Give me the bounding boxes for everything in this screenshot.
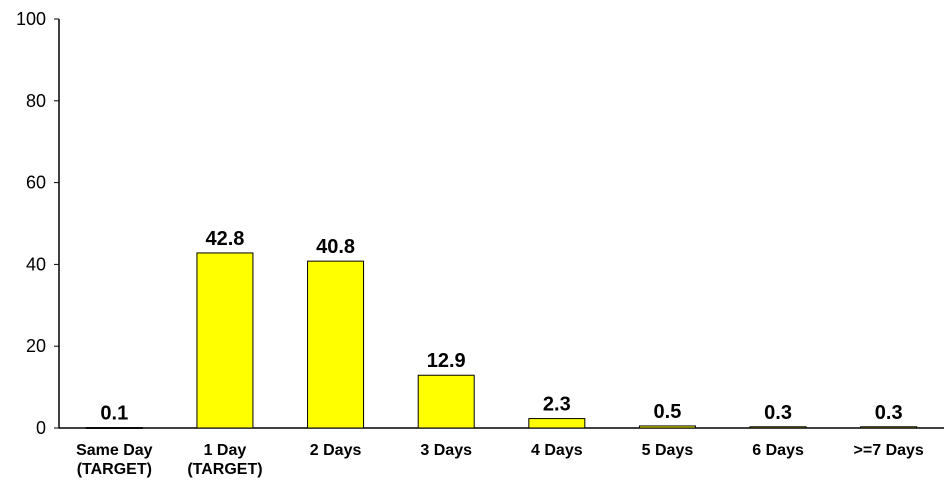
x-tick-label: Same Day (TARGET) <box>76 442 153 478</box>
x-tick-label: 2 Days <box>310 442 362 459</box>
bar <box>417 374 475 429</box>
bar <box>638 425 696 429</box>
y-tick-label: 0 <box>36 418 46 438</box>
x-tick-label: 3 Days <box>420 442 472 459</box>
bar <box>749 426 807 429</box>
y-tick-label: 60 <box>26 173 46 193</box>
x-axis-labels: Same Day (TARGET) 1 Day (TARGET) 2 Days 3 Day… <box>76 442 924 478</box>
y-tick-label: 20 <box>26 336 46 356</box>
y-tick-label: 40 <box>26 254 46 274</box>
bar <box>85 427 143 429</box>
x-tick-label: 4 Days <box>531 442 583 459</box>
data-label: 0.5 <box>654 401 682 423</box>
x-tick-label: 6 Days <box>752 442 804 459</box>
data-label: 12.9 <box>427 350 466 372</box>
bar <box>196 252 254 429</box>
data-label: 0.1 <box>100 403 128 425</box>
data-labels: 0.1 42.8 40.8 12.9 2.3 0.5 0.3 0.3 <box>100 228 902 425</box>
data-label: 0.3 <box>875 402 903 424</box>
data-label: 42.8 <box>205 228 244 250</box>
axes <box>58 19 944 429</box>
y-tick-label: 100 <box>16 9 46 29</box>
data-label: 2.3 <box>543 394 571 416</box>
y-tick-label: 80 <box>26 91 46 111</box>
x-tick-label: 5 Days <box>642 442 694 459</box>
x-tick-label: 1 Day (TARGET) <box>187 442 262 478</box>
y-axis-ticks: 0 20 40 60 80 100 <box>16 9 59 438</box>
bars <box>85 252 918 429</box>
data-label: 0.3 <box>764 402 792 424</box>
bar <box>860 426 918 429</box>
bar <box>307 260 365 429</box>
x-tick-label: >=7 Days <box>854 442 924 459</box>
data-label: 40.8 <box>316 236 355 258</box>
bar <box>528 418 586 429</box>
